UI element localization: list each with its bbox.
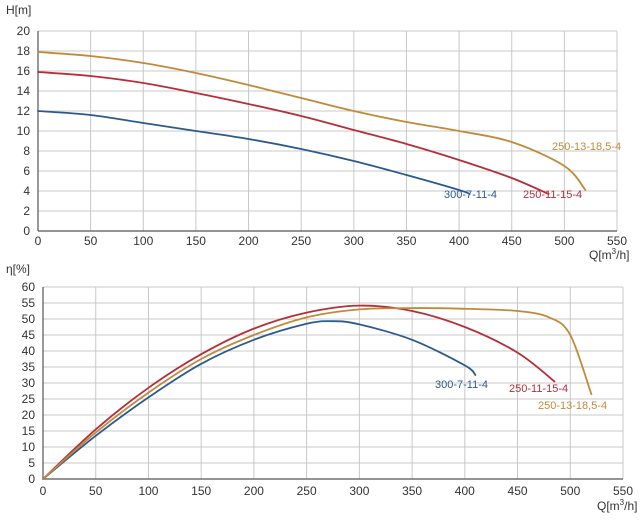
chart2-x-tick-label: 0 [40,484,47,498]
chart2-y-tick-label: 35 [22,360,36,374]
chart2-x-tick-label: 500 [560,484,580,498]
chart1-y-tick-label: 20 [17,24,31,38]
chart1-x-tick-label: 450 [502,234,522,248]
chart1-y-tick-label: 16 [17,64,31,78]
chart1-y-tick-label: 10 [17,124,31,138]
chart1-x-tick-label: 500 [554,234,574,248]
chart1-x-tick-label: 550 [607,234,627,248]
chart1-y-tick-label: 8 [23,144,30,158]
chart2-series-label-1: 300-7-11-4 [435,379,488,391]
chart1-series-line-3 [37,51,587,191]
chart2-x-tick-label: 550 [613,484,633,498]
chart1-y-tick-label: 12 [17,104,31,118]
chart1-y-tick-label: 4 [23,184,30,198]
chart2-y-tick-label: 20 [22,408,36,422]
chart2-x-tick-label: 200 [244,484,264,498]
chart1-series-label-3: 250-13-18,5-4 [552,141,621,153]
chart2-series-line-3 [42,307,593,480]
chart1-series-line-2 [37,71,550,195]
chart1-x-tick-label: 50 [84,234,98,248]
chart1-x-tick-label: 250 [291,234,311,248]
chart2-x-axis-title: Q[m3/h] [597,498,637,513]
chart2-y-tick-label: 45 [22,328,36,342]
chart1-series-label-2: 250-11-15-4 [523,189,582,201]
chart2-y-tick-label: 10 [22,440,36,454]
chart2-y-tick-label: 0 [28,472,35,486]
chart1-x-axis-title: Q[m3/h] [589,247,629,262]
chart1-y-tick-label: 2 [23,204,30,218]
chart1-y-tick-label: 6 [23,164,30,178]
chart1-x-tick-label: 400 [449,234,469,248]
chart1-x-tick-label: 150 [186,234,206,248]
chart2-y-tick-label: 5 [28,456,35,470]
chart1-y-tick-label: 14 [17,84,31,98]
chart2-series-label-3: 250-13-18,5-4 [538,400,607,412]
chart1-series-label-1: 300-7-11-4 [444,189,497,201]
chart2-x-tick-label: 150 [191,484,211,498]
chart2-series-label-2: 250-11-15-4 [509,383,568,395]
chart2-x-tick-label: 400 [455,484,475,498]
chart1-y-tick-label: 0 [23,224,30,238]
chart2-x-tick-label: 450 [508,484,528,498]
chart2-x-tick-label: 50 [89,484,103,498]
chart2-y-tick-label: 15 [22,424,36,438]
chart2-y-tick-label: 50 [22,312,36,326]
chart1-x-tick-label: 300 [344,234,364,248]
chart2-x-tick-label: 300 [349,484,369,498]
chart2-x-tick-label: 250 [297,484,317,498]
chart2-y-tick-label: 55 [22,296,36,310]
chart2-y-tick-label: 60 [22,280,36,294]
chart1-x-tick-label: 100 [133,234,153,248]
chart2-series-line-2 [42,304,556,480]
chart1-x-tick-label: 350 [396,234,416,248]
chart1-y-tick-label: 18 [17,44,31,58]
chart2-x-tick-label: 100 [138,484,158,498]
chart2-y-tick-label: 40 [22,344,36,358]
chart1-y-axis-title: H[m] [6,3,31,17]
chart1-series-line-1 [37,110,471,195]
chart2-x-tick-label: 350 [402,484,422,498]
chart2-series-line-1 [42,320,477,480]
chart2-y-tick-label: 25 [22,392,36,406]
chart2-y-tick-label: 30 [22,376,36,390]
chart1-x-tick-label: 0 [35,234,42,248]
chart1-x-tick-label: 200 [239,234,259,248]
chart2-y-axis-title: η[%] [6,262,30,276]
